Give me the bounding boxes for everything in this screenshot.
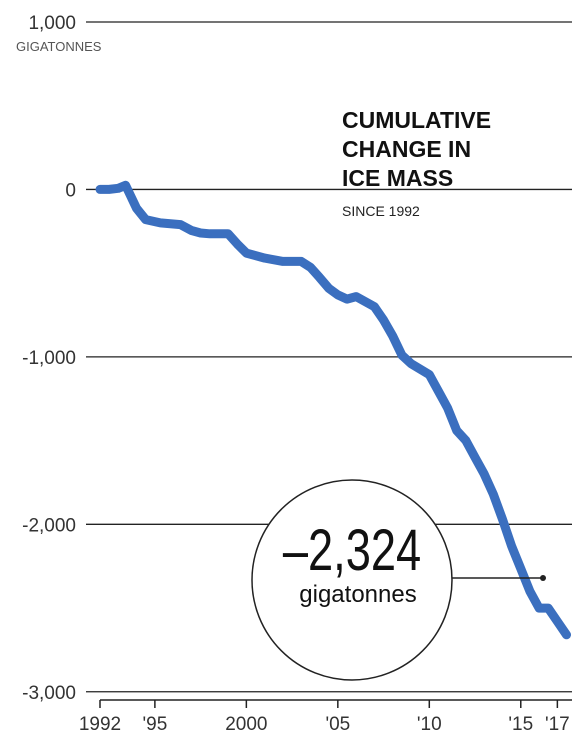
- x-tick-label: '05: [325, 714, 350, 735]
- annotation-value: –2,324: [283, 519, 421, 584]
- y-axis-label: GIGATONNES: [16, 39, 102, 54]
- x-tick-label: '95: [143, 714, 168, 735]
- y-tick-label: -2,000: [22, 515, 76, 536]
- data-line: [95, 180, 571, 640]
- chart-subtitle: SINCE 1992: [342, 203, 420, 219]
- x-tick-label: '10: [417, 714, 442, 735]
- chart-title: ICE MASS: [342, 165, 453, 191]
- annotation-unit: gigatonnes: [299, 581, 416, 608]
- y-tick-label: 1,000: [28, 13, 76, 34]
- chart-title: CHANGE IN: [342, 136, 471, 162]
- x-tick-label: 1992: [79, 714, 121, 735]
- annotation-circle: [251, 479, 453, 681]
- y-tick-label: -1,000: [22, 348, 76, 369]
- y-tick-label: 0: [65, 180, 76, 201]
- y-tick-label: -3,000: [22, 683, 76, 704]
- chart-title: CUMULATIVE: [342, 107, 491, 133]
- x-tick-label: '15: [508, 714, 533, 735]
- annotation-dot: [540, 575, 546, 581]
- x-tick-label: 2000: [225, 714, 267, 735]
- x-tick-label: '17: [545, 714, 570, 735]
